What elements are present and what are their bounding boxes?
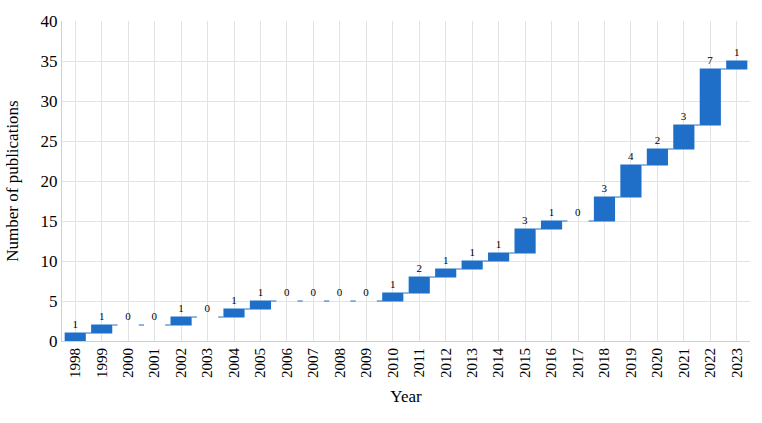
svg-text:2022: 2022 xyxy=(702,348,718,378)
svg-text:2019: 2019 xyxy=(623,348,639,378)
svg-text:2: 2 xyxy=(655,134,661,146)
svg-text:2: 2 xyxy=(416,262,422,274)
svg-text:1: 1 xyxy=(443,254,449,266)
svg-text:1998: 1998 xyxy=(67,348,83,378)
svg-text:2009: 2009 xyxy=(358,348,374,378)
svg-text:2005: 2005 xyxy=(252,348,268,378)
svg-text:2017: 2017 xyxy=(570,348,586,379)
svg-text:3: 3 xyxy=(601,182,607,194)
svg-text:5: 5 xyxy=(49,292,58,311)
svg-text:2006: 2006 xyxy=(279,348,295,379)
svg-text:1: 1 xyxy=(734,46,740,58)
svg-text:2013: 2013 xyxy=(464,348,480,378)
svg-text:1: 1 xyxy=(178,302,184,314)
svg-text:2018: 2018 xyxy=(596,348,612,378)
svg-text:2001: 2001 xyxy=(146,348,162,378)
svg-text:40: 40 xyxy=(41,12,58,31)
svg-text:1: 1 xyxy=(390,278,396,290)
svg-text:0: 0 xyxy=(205,302,211,314)
svg-text:0: 0 xyxy=(337,286,343,298)
svg-text:2020: 2020 xyxy=(649,348,665,378)
svg-text:1999: 1999 xyxy=(94,348,110,378)
svg-text:0: 0 xyxy=(310,286,316,298)
svg-text:2000: 2000 xyxy=(120,348,136,378)
svg-text:15: 15 xyxy=(41,212,58,231)
svg-text:2014: 2014 xyxy=(490,348,506,379)
svg-text:2003: 2003 xyxy=(199,348,215,378)
svg-text:2012: 2012 xyxy=(438,348,454,378)
svg-text:2011: 2011 xyxy=(411,348,427,377)
svg-text:2021: 2021 xyxy=(676,348,692,378)
svg-text:0: 0 xyxy=(575,206,581,218)
svg-text:4: 4 xyxy=(628,150,634,162)
svg-text:0: 0 xyxy=(284,286,290,298)
svg-text:1: 1 xyxy=(549,206,555,218)
svg-text:2007: 2007 xyxy=(305,348,321,379)
svg-text:30: 30 xyxy=(41,92,58,111)
svg-text:3: 3 xyxy=(522,214,528,226)
svg-text:10: 10 xyxy=(41,252,58,271)
svg-text:1: 1 xyxy=(496,238,502,250)
svg-text:35: 35 xyxy=(41,52,58,71)
svg-text:1: 1 xyxy=(99,310,105,322)
svg-text:2010: 2010 xyxy=(385,348,401,378)
svg-text:3: 3 xyxy=(681,110,687,122)
svg-text:2004: 2004 xyxy=(226,348,242,379)
svg-text:2016: 2016 xyxy=(543,348,559,379)
svg-text:7: 7 xyxy=(707,54,713,66)
svg-text:1: 1 xyxy=(258,286,264,298)
svg-text:1: 1 xyxy=(72,318,78,330)
svg-text:2002: 2002 xyxy=(173,348,189,378)
svg-text:Year: Year xyxy=(390,387,422,406)
svg-text:2015: 2015 xyxy=(517,348,533,378)
svg-text:0: 0 xyxy=(363,286,369,298)
svg-text:0: 0 xyxy=(152,310,158,322)
svg-text:0: 0 xyxy=(125,310,131,322)
svg-text:20: 20 xyxy=(41,172,58,191)
svg-text:25: 25 xyxy=(41,132,58,151)
svg-text:2008: 2008 xyxy=(332,348,348,378)
svg-text:Number of publications: Number of publications xyxy=(3,100,22,261)
svg-text:1: 1 xyxy=(231,294,237,306)
svg-text:0: 0 xyxy=(49,332,58,351)
svg-text:1: 1 xyxy=(469,246,475,258)
svg-text:2023: 2023 xyxy=(729,348,745,378)
